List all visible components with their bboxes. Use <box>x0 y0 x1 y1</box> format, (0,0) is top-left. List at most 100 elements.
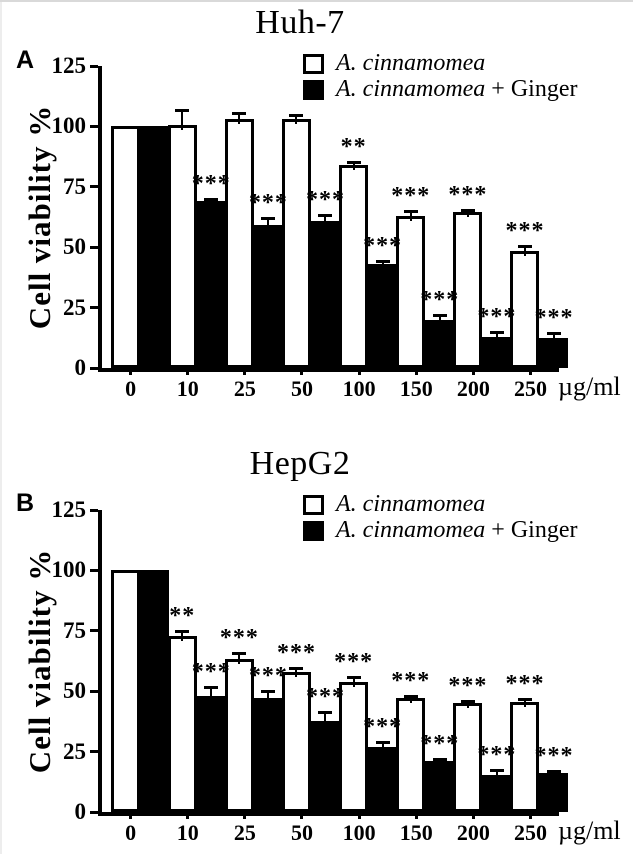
legend-label-white: A. cinnamomea <box>336 50 485 77</box>
x-tick-label-250: 250 <box>513 820 547 845</box>
x-tick-label-200: 200 <box>456 376 490 401</box>
error-bar-cap-black-200 <box>489 330 504 334</box>
significance-stars-black-200: *** <box>477 303 517 330</box>
legend-label-suffix: + Ginger <box>485 517 578 543</box>
legend-row-black: A. cinnamomea + Ginger <box>303 517 578 543</box>
x-axis-unit-label: µg/ml <box>558 816 621 845</box>
bar-black-250 <box>539 337 569 368</box>
bar-black-0 <box>139 126 169 368</box>
bar-black-25 <box>253 225 283 368</box>
x-tick-label-25: 25 <box>233 376 256 401</box>
significance-stars-white-10: ** <box>169 603 196 629</box>
legend-swatch-white-icon <box>303 494 324 515</box>
error-bar-stem-white-150 <box>409 212 412 221</box>
y-tick-75 <box>90 629 98 633</box>
error-bar-stem-white-150 <box>409 697 412 704</box>
significance-stars-black-25: *** <box>248 190 288 217</box>
error-bar-cap-black-200 <box>489 768 504 772</box>
legend: A. cinnamomea A. cinnamomea + Ginger <box>303 491 578 543</box>
x-tick-0 <box>129 812 133 819</box>
significance-stars-white-100: ** <box>340 133 367 160</box>
error-bar-stem-white-100 <box>352 162 355 171</box>
y-tick-0 <box>90 366 98 370</box>
error-bar-cap-black-10 <box>204 198 219 202</box>
x-tick-label-10: 10 <box>176 376 199 401</box>
x-tick-200 <box>471 368 475 375</box>
x-tick-25 <box>243 812 247 819</box>
error-bar-stem-white-10 <box>181 632 184 641</box>
bar-white-25 <box>224 658 254 812</box>
error-bar-cap-black-50 <box>318 213 333 217</box>
error-bar-cap-black-50 <box>318 710 333 714</box>
y-tick-label-75: 75 <box>63 617 86 643</box>
bar-white-0 <box>110 126 140 368</box>
plot-area-hepg2: µg/ml 0 25 50 75 100 125 0 10 ** *** 25 *** *** 50 ***… <box>52 497 621 845</box>
error-bar-cap-black-150 <box>432 314 447 318</box>
y-tick-50 <box>90 689 98 693</box>
error-bar-stem-white-250 <box>523 247 526 256</box>
x-tick-label-25: 25 <box>233 820 256 845</box>
error-bar-stem-black-25 <box>267 692 270 704</box>
y-tick-50 <box>90 245 98 249</box>
significance-stars-black-50: *** <box>305 683 345 710</box>
x-tick-200 <box>471 812 475 819</box>
error-bar-stem-white-50 <box>295 669 298 677</box>
error-bar-stem-black-50 <box>324 712 327 727</box>
error-bar-cap-black-100 <box>375 741 390 745</box>
y-tick-125 <box>90 508 98 512</box>
error-bar-stem-black-25 <box>267 219 270 231</box>
legend-label-suffix: + Ginger <box>485 76 578 102</box>
legend-label-white: A. cinnamomea <box>336 491 485 518</box>
significance-stars-black-10: *** <box>191 658 231 685</box>
bar-white-25 <box>224 119 254 368</box>
y-tick-label-100: 100 <box>51 113 87 139</box>
y-tick-label-100: 100 <box>51 557 87 583</box>
error-bar-cap-black-150 <box>432 758 447 762</box>
y-tick-25 <box>90 306 98 310</box>
bar-white-250 <box>510 250 540 368</box>
error-bar-cap-black-250 <box>546 770 561 774</box>
x-tick-25 <box>243 368 247 375</box>
significance-stars-white-150: *** <box>391 668 431 695</box>
x-tick-label-100: 100 <box>342 376 376 401</box>
error-bar-cap-white-10 <box>175 630 190 633</box>
y-tick-label-0: 0 <box>74 799 87 824</box>
x-tick-label-150: 150 <box>399 376 433 401</box>
plot-area-huh7: µg/ml 0 25 50 75 100 125 0 10 *** 25 *** 50 *** 100 **… <box>52 53 621 401</box>
x-tick-10 <box>186 368 190 375</box>
legend-row-white: A. cinnamomea <box>303 491 577 518</box>
y-tick-0 <box>90 810 98 814</box>
legend-swatch-black-icon <box>303 520 324 541</box>
bar-black-100 <box>368 264 398 368</box>
significance-stars-black-10: *** <box>191 171 231 198</box>
error-bar-cap-white-150 <box>403 695 418 699</box>
error-bar-stem-white-25 <box>238 114 241 125</box>
x-tick-100 <box>357 368 361 375</box>
x-tick-10 <box>186 812 190 819</box>
bar-white-50 <box>281 119 311 368</box>
error-bar-cap-black-10 <box>204 685 219 689</box>
significance-stars-white-25: *** <box>219 624 259 651</box>
bar-black-10 <box>196 696 226 812</box>
x-tick-label-250: 250 <box>513 376 547 401</box>
error-bar-cap-white-200 <box>460 700 475 704</box>
bar-white-10 <box>167 125 197 368</box>
legend-swatch-white-icon <box>303 53 324 74</box>
x-tick-label-100: 100 <box>342 820 376 845</box>
x-tick-label-150: 150 <box>399 820 433 845</box>
significance-stars-white-100: *** <box>334 648 374 675</box>
bar-white-100 <box>339 165 369 368</box>
x-axis-unit-label: µg/ml <box>558 372 621 401</box>
y-tick-125 <box>90 64 98 68</box>
x-tick-0 <box>129 368 133 375</box>
y-tick-label-25: 25 <box>63 738 86 764</box>
bar-black-0 <box>139 570 169 812</box>
significance-stars-white-50: *** <box>276 640 316 667</box>
significance-stars-white-150: *** <box>391 183 431 210</box>
y-tick-label-25: 25 <box>63 294 86 320</box>
error-bar-cap-white-150 <box>403 210 418 214</box>
bar-white-200 <box>453 703 483 812</box>
significance-stars-black-250: *** <box>534 743 574 770</box>
bar-white-100 <box>339 681 369 812</box>
x-tick-label-0: 0 <box>125 820 137 845</box>
